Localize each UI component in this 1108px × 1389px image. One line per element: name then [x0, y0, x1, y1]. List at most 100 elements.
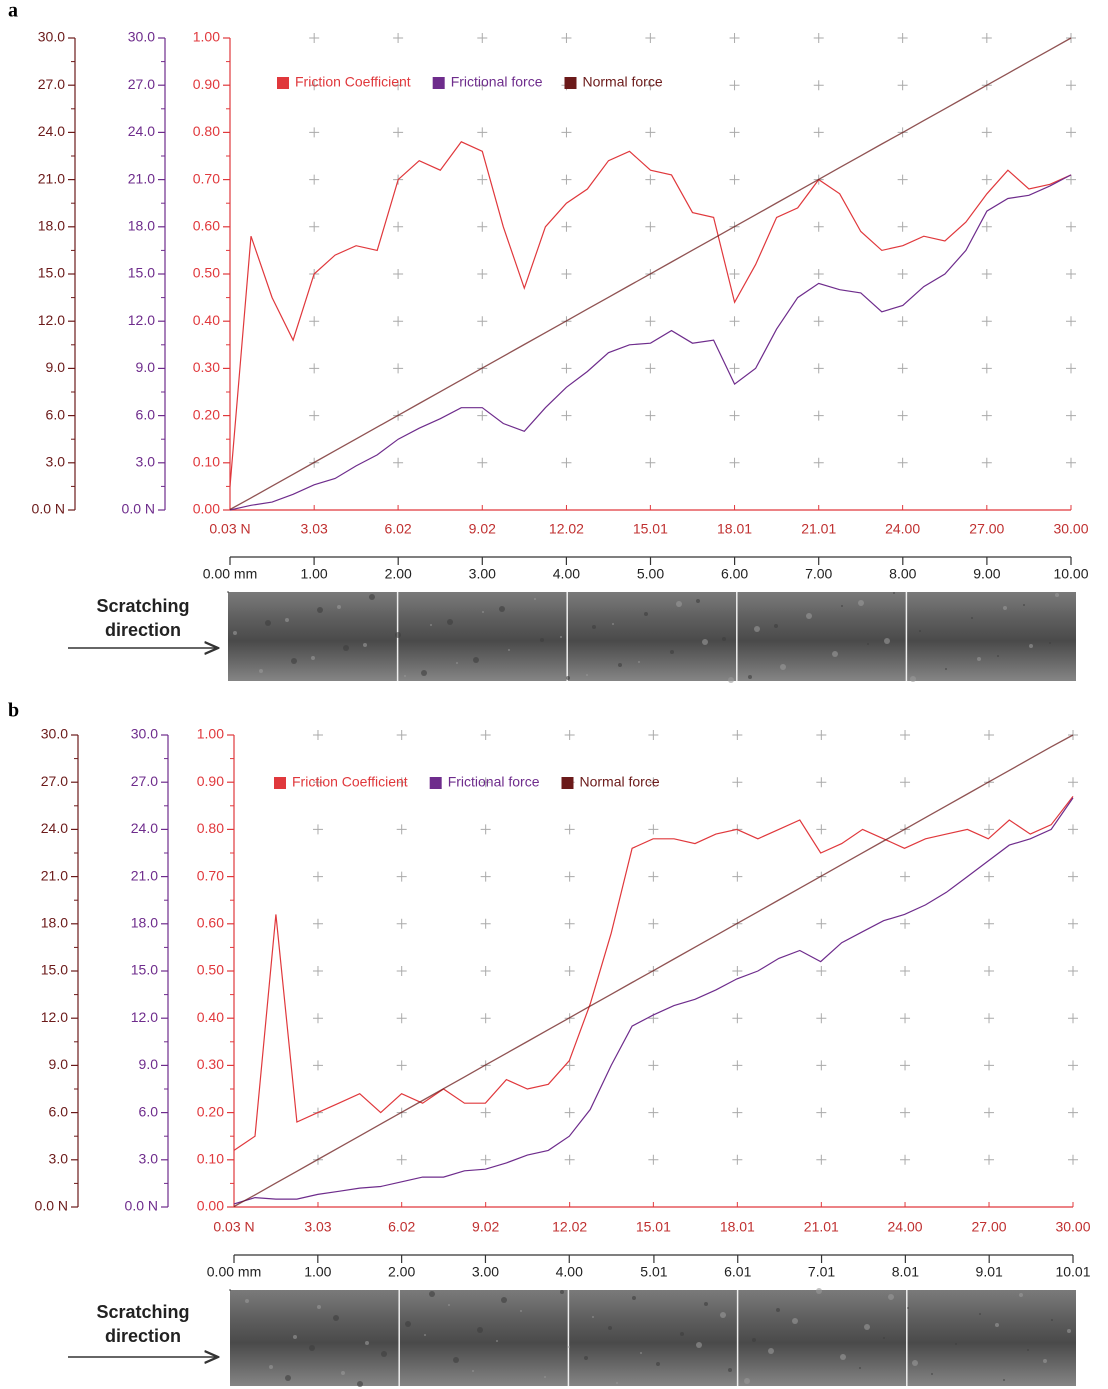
- y-tick-label: 12.0: [131, 1009, 158, 1025]
- grid-cross: [645, 458, 655, 468]
- sem-speck: [945, 668, 947, 670]
- grid-cross: [393, 363, 403, 373]
- x2-tick-label: 27.00: [971, 1219, 1006, 1235]
- x2-tick-label: 6.02: [388, 1219, 415, 1235]
- grid-cross: [481, 824, 491, 834]
- grid-cross: [645, 127, 655, 137]
- sem-speck: [1027, 1349, 1029, 1351]
- y-tick-label: 0.60: [197, 915, 224, 931]
- sem-speck: [640, 1352, 642, 1354]
- grid-cross: [477, 175, 487, 185]
- sem-speck: [317, 607, 323, 613]
- y-tick-label: 15.0: [38, 265, 65, 281]
- grid-cross: [898, 363, 908, 373]
- grid-cross: [481, 730, 491, 740]
- sem-speck: [907, 1307, 909, 1309]
- x2-tick-label: 24.00: [885, 521, 920, 537]
- y-tick-label: 0.80: [197, 820, 224, 836]
- sem-speck: [696, 1342, 702, 1348]
- sem-speck: [421, 670, 427, 676]
- sem-speck: [501, 1297, 507, 1303]
- grid-cross: [1066, 316, 1076, 326]
- sem-speck: [395, 632, 401, 638]
- direction-label: Scratching direction: [68, 594, 218, 642]
- grid-cross: [900, 730, 910, 740]
- grid-cross: [898, 175, 908, 185]
- sem-speck: [430, 624, 432, 626]
- grid-cross: [393, 127, 403, 137]
- x-tick-label: 0.00 mm: [207, 1264, 261, 1280]
- sem-speck: [496, 1340, 498, 1342]
- sem-speck: [768, 1348, 774, 1354]
- grid-cross: [816, 730, 826, 740]
- y-tick-label: 6.0: [136, 406, 156, 422]
- sem-speck: [309, 1345, 315, 1351]
- y-tick-label: 0.30: [197, 1056, 224, 1072]
- grid-cross: [898, 316, 908, 326]
- legend-swatch: [433, 77, 445, 89]
- grid-cross: [648, 730, 658, 740]
- grid-cross: [730, 127, 740, 137]
- grid-cross: [814, 363, 824, 373]
- grid-cross: [982, 127, 992, 137]
- series-line: [234, 735, 1073, 1207]
- sem-speck: [867, 643, 869, 645]
- sem-speck: [638, 661, 640, 663]
- y-tick-label: 21.0: [128, 170, 155, 186]
- sem-speck: [1055, 593, 1059, 597]
- sem-speck: [864, 1324, 870, 1330]
- grid-cross: [900, 1108, 910, 1118]
- sem-speck: [780, 664, 786, 670]
- grid-cross: [816, 824, 826, 834]
- sem-speck: [534, 598, 536, 600]
- grid-cross: [814, 411, 824, 421]
- sem-speck: [482, 611, 484, 613]
- sem-speck: [369, 594, 375, 600]
- grid-cross: [565, 1060, 575, 1070]
- sem-speck: [520, 1310, 522, 1312]
- sem-speck: [540, 638, 544, 642]
- x-tick-label: 3.00: [472, 1264, 499, 1280]
- sem-speck: [499, 606, 505, 612]
- grid-cross: [645, 33, 655, 43]
- grid-cross: [732, 1013, 742, 1023]
- grid-cross: [732, 1108, 742, 1118]
- sem-speck: [259, 669, 263, 673]
- grid-cross: [397, 730, 407, 740]
- grid-cross: [397, 872, 407, 882]
- grid-cross: [984, 966, 994, 976]
- grid-cross: [1066, 411, 1076, 421]
- grid-cross: [900, 1013, 910, 1023]
- grid-cross: [481, 919, 491, 929]
- legend-swatch: [277, 77, 289, 89]
- sem-speck: [728, 677, 734, 683]
- grid-cross: [397, 824, 407, 834]
- sem-speck: [696, 599, 700, 603]
- grid-cross: [984, 824, 994, 834]
- grid-cross: [393, 269, 403, 279]
- y-tick-label: 0.20: [197, 1103, 224, 1119]
- sem-speck: [404, 675, 406, 677]
- grid-cross: [561, 411, 571, 421]
- sem-speck: [912, 1360, 918, 1366]
- y-tick-label: 27.0: [38, 76, 65, 92]
- grid-cross: [645, 222, 655, 232]
- y-tick-label: 0.0 N: [32, 501, 65, 517]
- y-tick-label: 24.0: [38, 123, 65, 139]
- grid-cross: [397, 966, 407, 976]
- y-tick-label: 27.0: [41, 773, 68, 789]
- y-tick-label: 18.0: [128, 218, 155, 234]
- grid-cross: [648, 1155, 658, 1165]
- grid-cross: [814, 458, 824, 468]
- grid-cross: [309, 363, 319, 373]
- sem-speck: [424, 1334, 426, 1336]
- y-tick-label: 21.0: [41, 867, 68, 883]
- grid-cross: [645, 363, 655, 373]
- y-tick-label: 0.70: [197, 867, 224, 883]
- sem-speck: [632, 1296, 636, 1300]
- grid-cross: [309, 127, 319, 137]
- grid-cross: [648, 919, 658, 929]
- grid-cross: [984, 1108, 994, 1118]
- sem-speck: [285, 618, 289, 622]
- y-tick-label: 0.30: [193, 359, 220, 375]
